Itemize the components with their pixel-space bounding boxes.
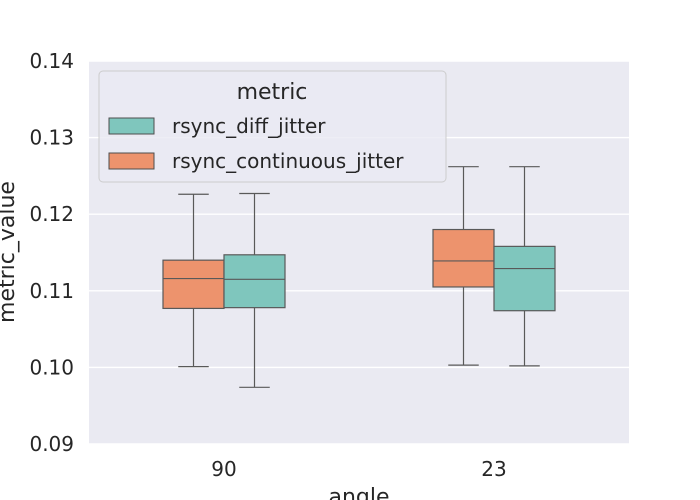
box-rsync-diff-jitter-23 — [493, 166, 556, 367]
y-tick-label: 0.12 — [29, 202, 74, 226]
iqr-box — [162, 259, 225, 310]
x-tick-label: 90 — [211, 457, 236, 481]
legend-frame — [98, 70, 447, 183]
box-rsync-continuous-jitter-23 — [432, 166, 495, 366]
iqr-box — [223, 254, 286, 309]
iqr-box — [493, 245, 556, 312]
y-tick-label: 0.09 — [29, 432, 74, 456]
legend: metric rsync_diff_jitter rsync_continuou… — [98, 70, 447, 183]
legend-label-rsync-continuous-jitter: rsync_continuous_jitter — [172, 149, 404, 173]
x-tick-label: 23 — [481, 457, 506, 481]
x-tick-labels: 90 23 — [211, 457, 506, 481]
y-tick-label: 0.13 — [29, 126, 74, 150]
y-tick-label: 0.11 — [29, 279, 74, 303]
y-tick-label: 0.14 — [29, 49, 74, 73]
legend-swatch-rsync-continuous-jitter — [108, 152, 155, 170]
legend-label-rsync-diff-jitter: rsync_diff_jitter — [172, 114, 326, 138]
x-axis-label: angle — [328, 485, 389, 500]
box-rsync-diff-jitter-90 — [223, 192, 286, 388]
iqr-box — [432, 228, 495, 288]
box-groups — [162, 166, 556, 388]
legend-swatch-rsync-diff-jitter — [108, 117, 155, 135]
y-tick-labels: 0.09 0.10 0.11 0.12 0.13 0.14 — [29, 49, 74, 456]
legend-title: metric — [237, 80, 308, 105]
y-tick-label: 0.10 — [29, 355, 74, 379]
box-rsync-continuous-jitter-90 — [162, 193, 225, 368]
y-axis-label: metric_value — [0, 181, 20, 323]
